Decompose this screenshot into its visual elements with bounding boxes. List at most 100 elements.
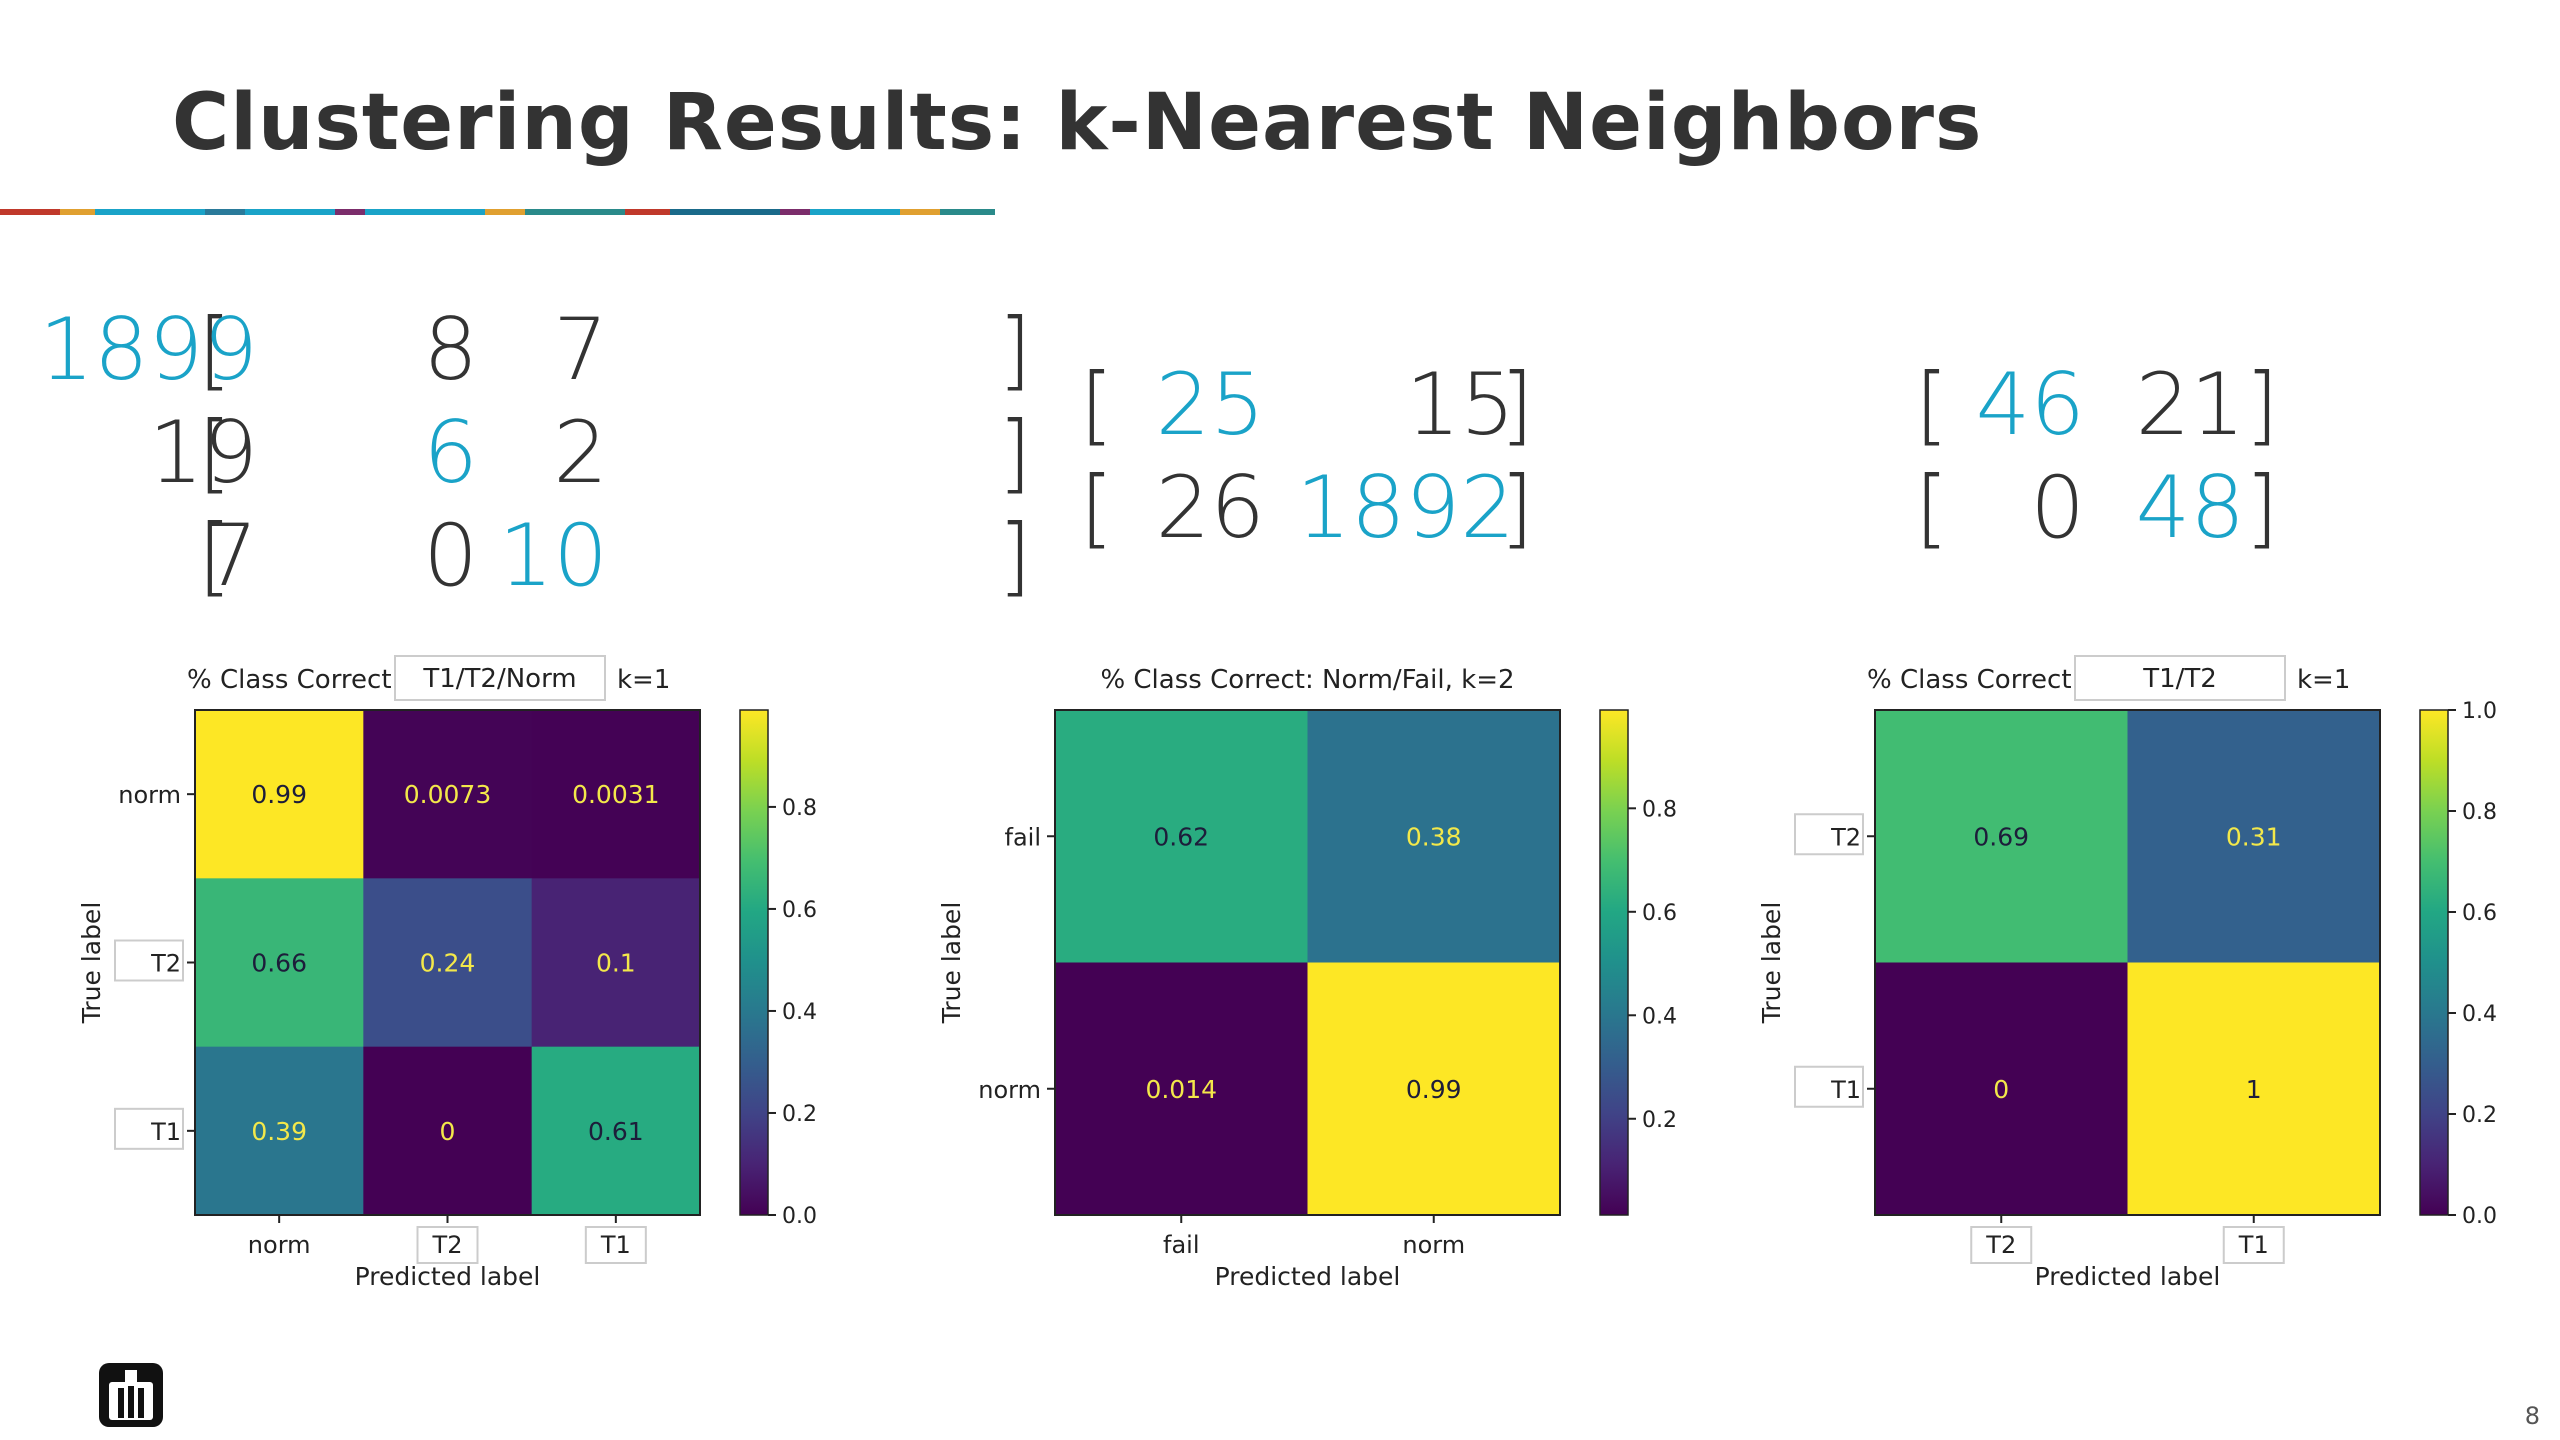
title-divider (0, 209, 995, 215)
cell-value-label: 0.0073 (404, 780, 491, 809)
colorbar (739, 709, 769, 1216)
matrix-value: 48 (2135, 458, 2245, 558)
cell-value-label: 0.69 (1973, 822, 2029, 851)
colorbar-tick-label: 0.8 (782, 796, 817, 821)
cell-value-label: 0.24 (420, 949, 476, 978)
heatmap-cell (195, 710, 364, 879)
heatmap-chart-3: % Class Correct: T1/T2 k=1 0.69 0.31 0 1 T2 T1 T2… (1757, 655, 2497, 1291)
y-axis-label: True label (937, 902, 966, 1025)
colorbar-tick-label: 0.6 (782, 898, 817, 923)
heatmap-cell (2127, 710, 2381, 963)
matrix-row: [46 21] (1915, 355, 2279, 455)
confusion-matrix-text-1: [1899 8 7][19 6 2][7 0 10] (39, 300, 1032, 620)
y-tick-label: T1 (1830, 1076, 1861, 1104)
chart-title-text: k=1 (2297, 665, 2350, 695)
matrix-bracket: [ (1915, 355, 1949, 455)
heatmap-cell (1055, 710, 1308, 963)
tick-label-box (114, 939, 184, 982)
confusion-matrix-text-3: [46 21] [0 48] (1915, 355, 2279, 565)
colorbar-tick-label: 0.8 (2462, 800, 2497, 825)
matrix-bracket: [ (1915, 458, 1949, 558)
confusion-matrix-text-2: [25 15] [26 1892] (1080, 355, 1540, 565)
colorbar (2419, 709, 2449, 1216)
chart-title-text: % Class Correct: (1867, 665, 2080, 695)
colorbar-tick-label: 1.0 (2462, 699, 2497, 724)
colorbar-tick-label: 0.2 (782, 1102, 817, 1127)
x-tick-label: T2 (432, 1231, 463, 1259)
matrix-bracket: ] (998, 300, 1032, 400)
tick-label-box (2222, 1226, 2285, 1264)
heatmap-cell (1307, 962, 1561, 1216)
tick-label-box (416, 1226, 479, 1264)
chart-title-text: k=1 (617, 665, 670, 695)
cell-value-label: 0.014 (1145, 1075, 1217, 1104)
cell-value-label: 0.1 (596, 949, 636, 978)
colorbar-tick-label: 0.4 (1642, 1004, 1677, 1029)
slide-title: Clustering Results: k-Nearest Neighbors (172, 78, 1983, 168)
x-tick-label: T2 (1985, 1231, 2016, 1259)
matrix-bracket: ] (998, 506, 1032, 606)
chart-title: % Class Correct: T1/T2 k=1 (1867, 655, 2350, 701)
heatmap-cell (531, 1046, 701, 1216)
heatmap-cell (363, 710, 533, 879)
heatmap-cell (1875, 962, 2128, 1216)
matrix-bracket: [ (1080, 458, 1114, 558)
heatmap-chart-1: % Class Correct: T1/T2/Norm k=1 0.99 0.0073 0… (77, 655, 817, 1291)
chart-title: % Class Correct: Norm/Fail, k=2 (1100, 665, 1514, 695)
colorbar-tick-label: 0.4 (782, 1000, 817, 1025)
matrix-value: 1899 (39, 300, 258, 400)
matrix-value: 2 (553, 403, 608, 503)
cell-value-label: 0.39 (251, 1117, 307, 1146)
matrix-bracket: [ (198, 506, 232, 606)
plot-frame (1874, 709, 2381, 1216)
cell-value-label: 1 (2246, 1075, 2262, 1104)
heatmap-cell (1055, 962, 1308, 1216)
heatmap-cell (195, 878, 364, 1048)
matrix-value: 0 (2030, 458, 2085, 558)
title-label-box (2074, 655, 2286, 701)
matrix-value: 7 (553, 300, 608, 400)
matrix-bracket: ] (2245, 458, 2279, 558)
cell-value-label: 0.62 (1153, 822, 1209, 851)
cell-value-label: 0.66 (251, 949, 307, 978)
heatmap-chart-2: % Class Correct: Norm/Fail, k=2 0.62 0.38 0… (937, 665, 1677, 1291)
chart-title-text: T1/T2/Norm (422, 664, 576, 694)
matrix-row: [0 48] (1915, 458, 2279, 558)
thunderbird-logo-icon (96, 1360, 166, 1434)
x-axis-label: Predicted label (1215, 1262, 1401, 1291)
colorbar-tick-label: 0.6 (1642, 901, 1677, 926)
y-tick-label: fail (1005, 823, 1042, 851)
x-tick-label: norm (248, 1231, 311, 1259)
tick-label-box (1970, 1226, 2033, 1264)
matrix-value: 0 (423, 506, 478, 606)
y-tick-label: norm (118, 781, 181, 809)
matrix-bracket: [ (198, 403, 232, 503)
heatmap-cell (1307, 710, 1561, 963)
page-number: 8 (2524, 1402, 2540, 1430)
matrix-value: 8 (423, 300, 478, 400)
tick-label-box (114, 1107, 184, 1150)
heatmap-cell (531, 878, 701, 1048)
heatmap-cell (363, 878, 533, 1048)
heatmap-cell (531, 710, 701, 879)
x-tick-label: T1 (2238, 1231, 2269, 1259)
matrix-row: [19 6 2] (149, 403, 1032, 503)
colorbar-tick-label: 0.8 (1642, 797, 1677, 822)
cell-value-label: 0.38 (1406, 822, 1462, 851)
tick-label-box (584, 1226, 647, 1264)
colorbar-tick-label: 0.0 (2462, 1204, 2497, 1229)
colorbar-tick-label: 0.2 (1642, 1108, 1677, 1133)
chart-title-text: % Class Correct: Norm/Fail, k=2 (1100, 665, 1514, 695)
matrix-bracket: [ (198, 300, 232, 400)
y-tick-label: T1 (150, 1118, 181, 1146)
cell-value-label: 0 (1993, 1075, 2009, 1104)
colorbar-tick-label: 0.4 (2462, 1002, 2497, 1027)
heatmap-cell (2127, 962, 2381, 1216)
matrix-value: 21 (2135, 355, 2245, 455)
matrix-value: 7 (203, 506, 258, 606)
matrix-value: 19 (148, 403, 258, 503)
matrix-bracket: ] (1500, 355, 1534, 455)
matrix-row: [26 1892] (1080, 458, 1540, 558)
matrix-bracket: ] (998, 403, 1032, 503)
title-label-box (394, 655, 606, 701)
